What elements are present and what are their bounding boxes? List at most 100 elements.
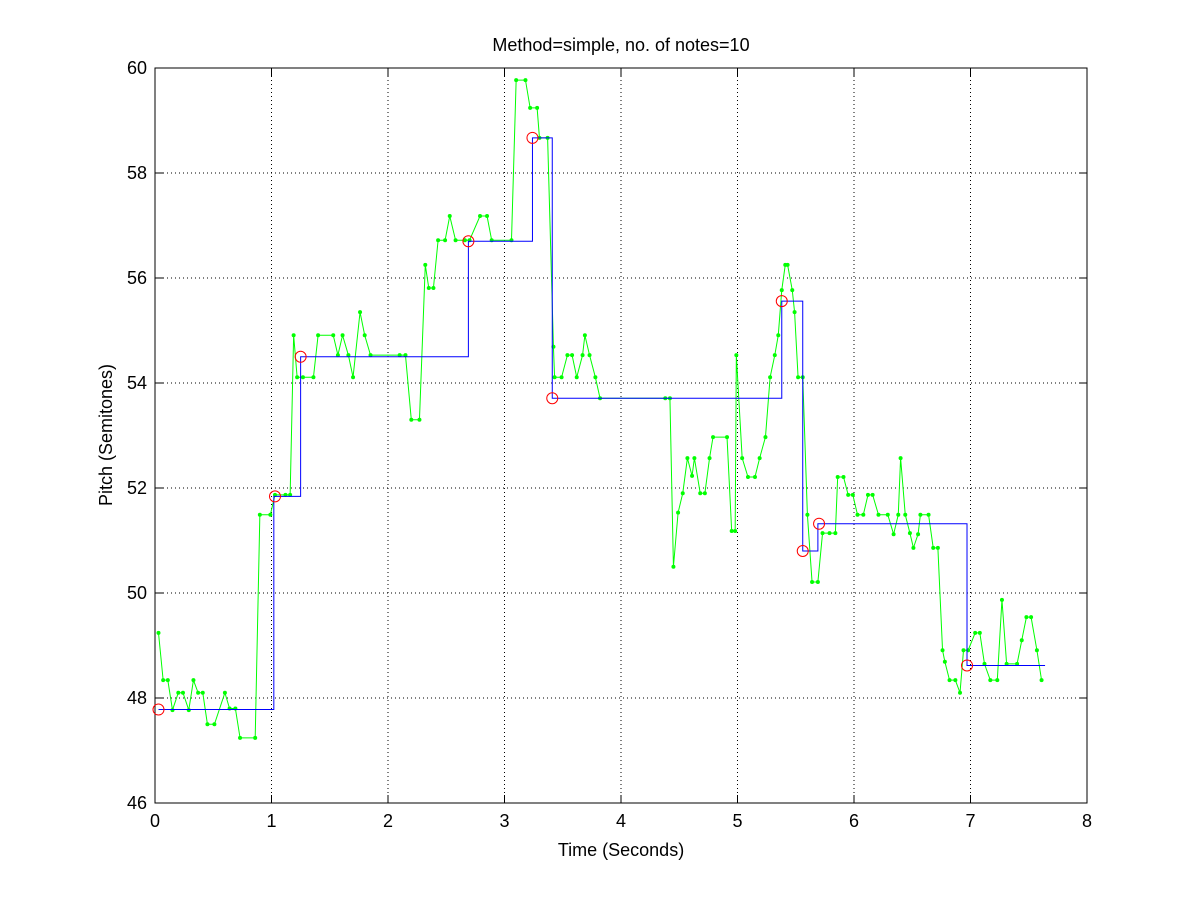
point [999, 597, 1004, 602]
point [253, 735, 258, 740]
point [977, 630, 982, 635]
point [582, 333, 587, 338]
point [891, 532, 896, 537]
axes-box [154, 67, 1088, 804]
point [898, 456, 903, 461]
point [170, 708, 175, 713]
point [212, 722, 217, 727]
point [580, 353, 585, 358]
point [702, 491, 707, 496]
series-line [158, 137, 1046, 711]
point [535, 105, 540, 110]
point [692, 456, 697, 461]
point [397, 353, 402, 358]
point [896, 512, 901, 517]
point [362, 333, 367, 338]
point [792, 310, 797, 315]
x-axis-label: Time (Seconds) [558, 840, 684, 860]
y-tick-label: 52 [127, 478, 147, 498]
point [685, 456, 690, 461]
point [772, 353, 777, 358]
chart-title: Method=simple, no. of notes=10 [492, 35, 749, 55]
point [876, 512, 881, 517]
note-onset [152, 703, 165, 716]
point [995, 678, 1000, 683]
point [988, 678, 993, 683]
point [725, 435, 730, 440]
point [940, 648, 945, 653]
point [671, 564, 676, 569]
point [351, 375, 356, 380]
point [820, 531, 825, 536]
point [311, 375, 316, 380]
point [335, 353, 340, 358]
y-tick-label: 46 [127, 793, 147, 813]
y-axis-label: Pitch (Semitones) [96, 364, 116, 506]
point [1019, 638, 1024, 643]
point [570, 353, 575, 358]
point [316, 333, 321, 338]
point [942, 659, 947, 664]
point [745, 474, 750, 479]
point [417, 417, 422, 422]
point [861, 512, 866, 517]
x-tick-label: 3 [499, 811, 509, 831]
point [779, 288, 784, 293]
y-tick-label: 58 [127, 163, 147, 183]
point [776, 333, 781, 338]
point [565, 353, 570, 358]
y-tick-label: 56 [127, 268, 147, 288]
point [552, 375, 557, 380]
point [931, 545, 936, 550]
point [926, 512, 931, 517]
point [559, 375, 564, 380]
point [982, 661, 987, 666]
x-tick-label: 4 [616, 811, 626, 831]
point [947, 678, 952, 683]
point [283, 492, 288, 497]
point [205, 722, 210, 727]
point [191, 678, 196, 683]
note-onset [813, 517, 826, 530]
point [676, 510, 681, 515]
point [768, 375, 773, 380]
point [295, 375, 300, 380]
note-onset [796, 545, 809, 557]
point [690, 473, 695, 478]
point [288, 492, 293, 497]
point [165, 678, 170, 683]
point [733, 529, 738, 534]
point [885, 512, 890, 517]
point [1024, 615, 1029, 620]
point [827, 531, 832, 536]
point [180, 690, 185, 695]
point [268, 512, 273, 517]
point [222, 690, 227, 695]
note-onset [775, 295, 788, 308]
point [331, 333, 336, 338]
x-tick-label: 7 [965, 811, 975, 831]
point [680, 491, 685, 496]
point [1004, 661, 1009, 666]
point [707, 456, 712, 461]
point [272, 492, 277, 497]
x-tick-label: 6 [849, 811, 859, 831]
note-onset [526, 131, 539, 144]
point [907, 531, 912, 536]
point [835, 474, 840, 479]
point [855, 512, 860, 517]
note-onset [294, 350, 307, 363]
point [186, 708, 191, 713]
y-tick-label: 48 [127, 688, 147, 708]
point [918, 512, 923, 517]
x-tick-label: 1 [266, 811, 276, 831]
note-onset [268, 490, 281, 503]
point [790, 288, 795, 293]
point [958, 690, 963, 695]
point [815, 579, 820, 584]
point [300, 375, 305, 380]
point [1029, 615, 1034, 620]
point [528, 105, 533, 110]
point [711, 435, 716, 440]
